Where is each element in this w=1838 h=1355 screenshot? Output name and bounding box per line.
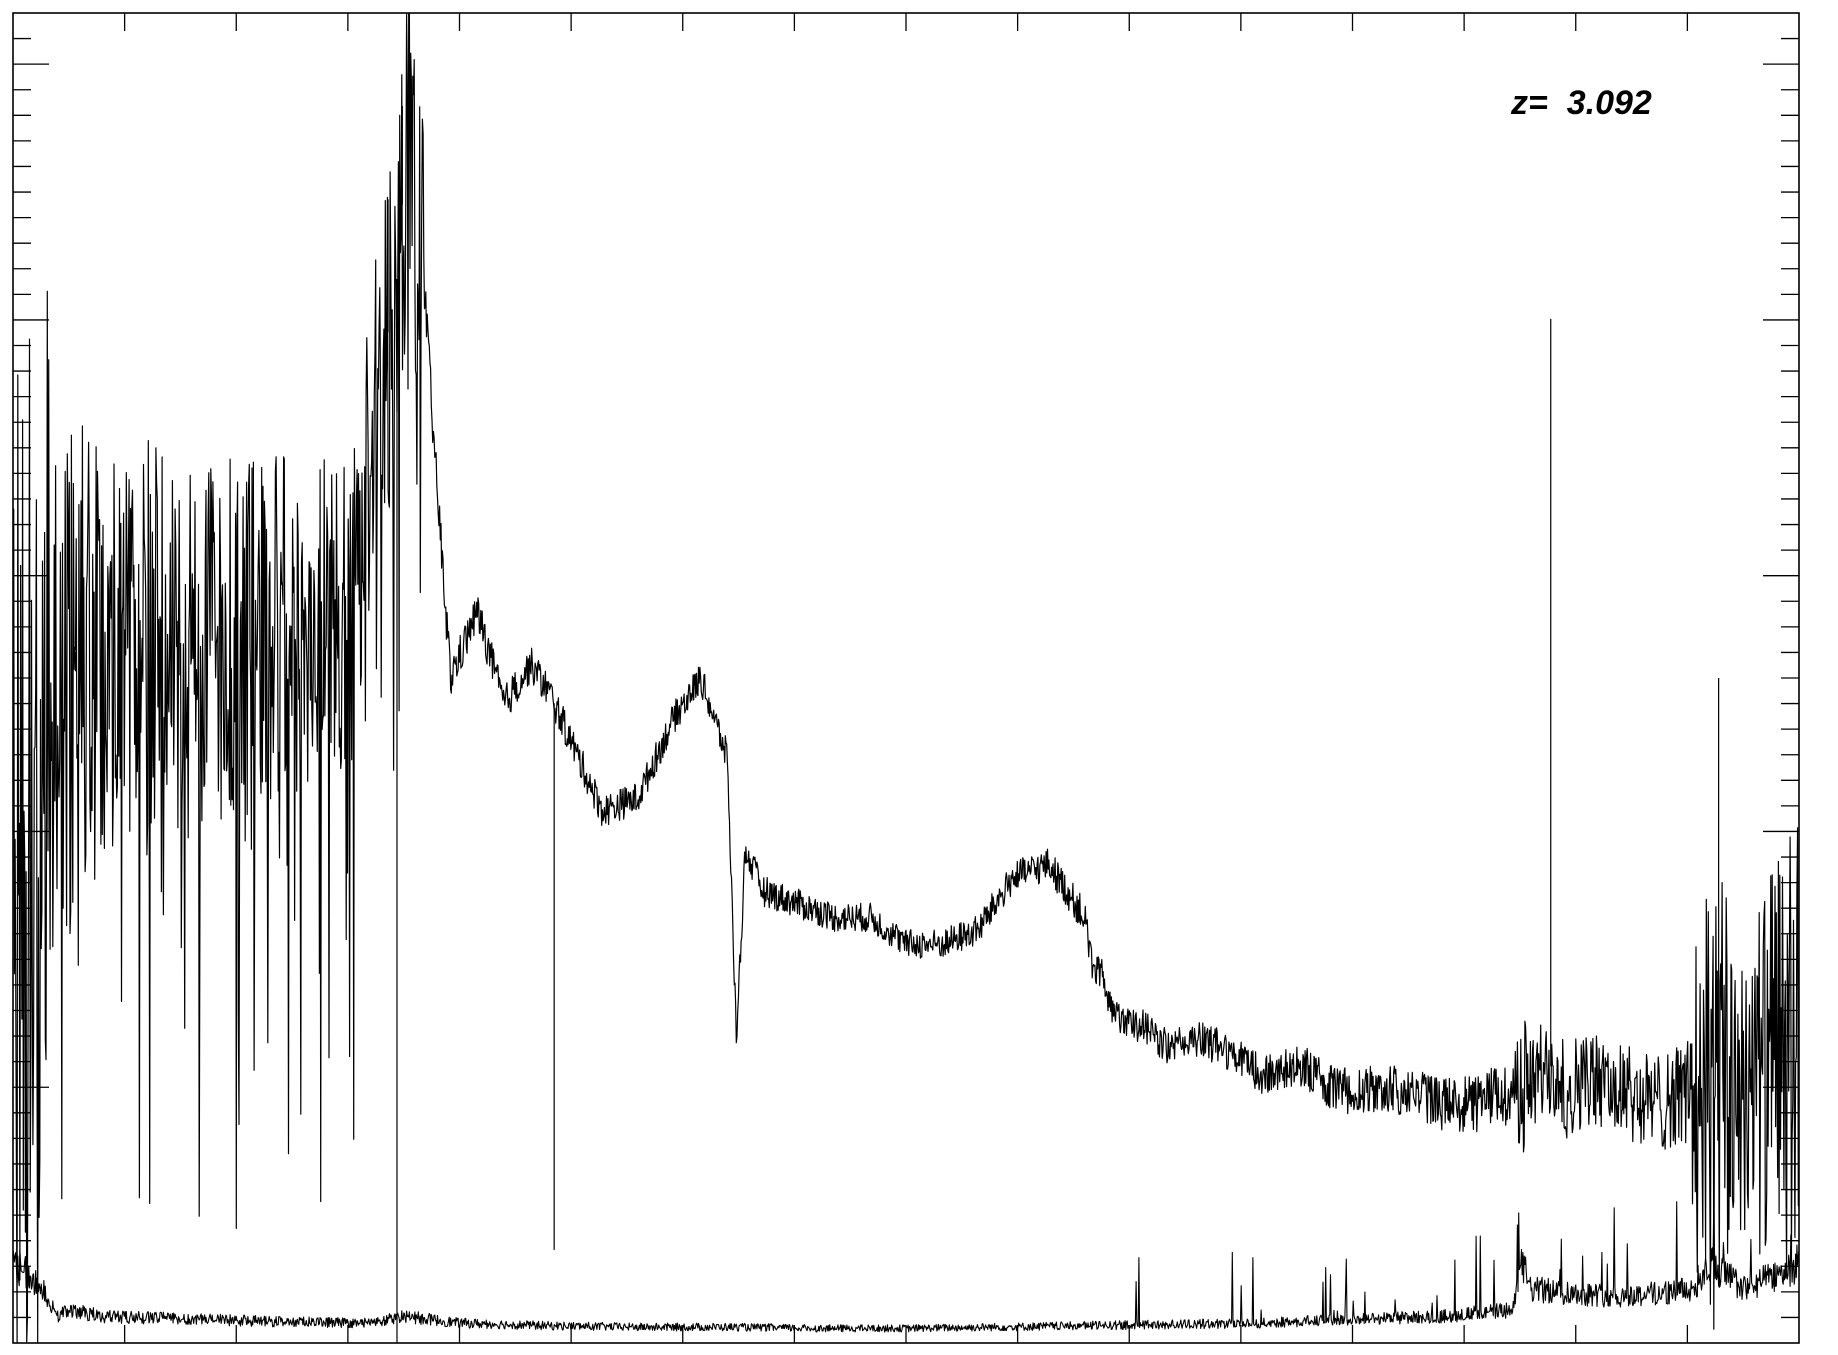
axis-ticks xyxy=(13,13,1799,1343)
plot-frame xyxy=(12,12,1800,1344)
redshift-label: z= 3.092 xyxy=(1511,84,1652,122)
spectrum-curves xyxy=(12,12,1800,1344)
flux-series-line xyxy=(12,12,1800,1344)
noise-series-line xyxy=(12,1197,1800,1333)
